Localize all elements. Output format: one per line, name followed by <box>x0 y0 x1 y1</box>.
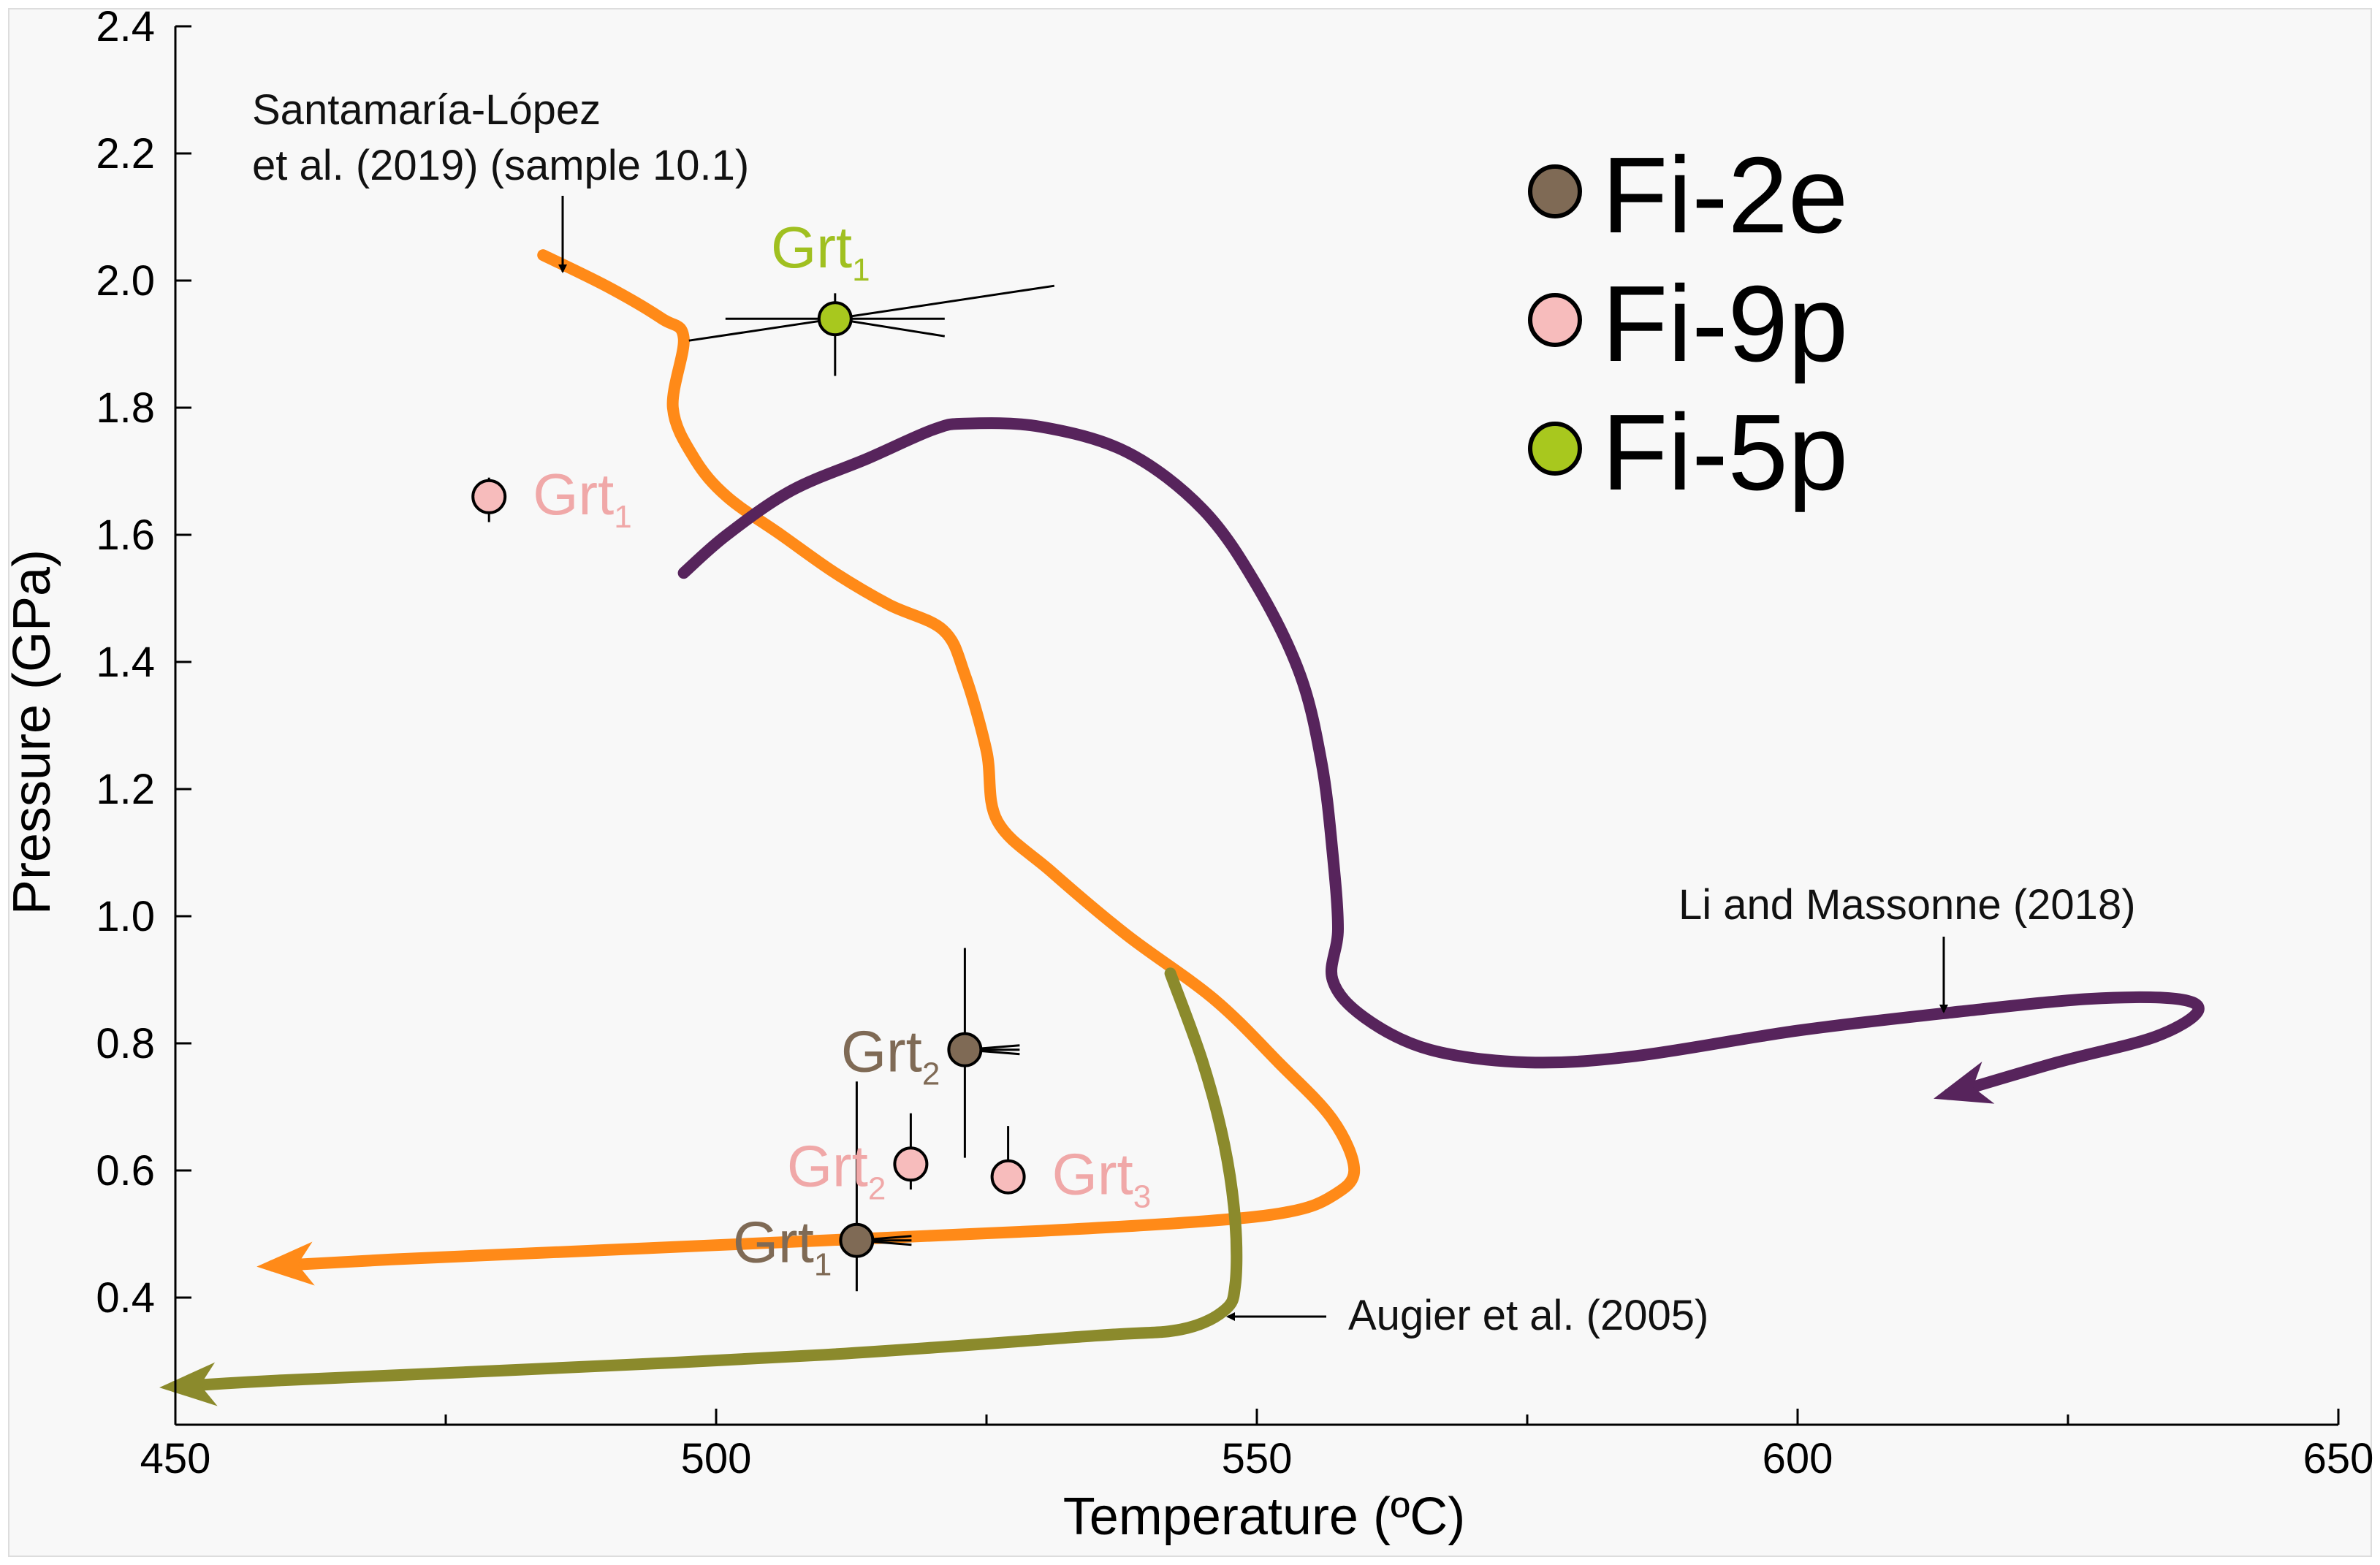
y-tick-label: 2.0 <box>96 257 155 305</box>
legend-marker-fi-9p <box>1528 293 1582 347</box>
arrowhead-augier-et-al-2005 <box>159 1362 218 1406</box>
point-fi-9p-grt3 <box>990 1159 1026 1195</box>
y-tick-label: 0.4 <box>96 1274 155 1322</box>
x-tick-label: 450 <box>140 1435 211 1482</box>
point-fi-5p-grt1 <box>817 301 853 337</box>
y-axis-title: Pressure (GPa) <box>3 549 61 915</box>
axes: 450 500 550 600 650 0.4 0.6 0.8 1.0 1.2 1.4 1.6 1.8… <box>3 3 2373 1546</box>
fi-5p-error-ray <box>834 317 946 338</box>
x-tick-label: 600 <box>1763 1435 1833 1482</box>
y-tick-label: 1.4 <box>96 639 155 686</box>
point-fi-9p-grt1 <box>471 479 507 514</box>
point-fi-2e-grt1 <box>839 1222 875 1258</box>
y-tick-label: 2.4 <box>96 3 155 50</box>
fi-5p-error-ray <box>834 284 1055 320</box>
annotation-santamaria-lopez-line1: Santamaría-López <box>252 86 601 134</box>
y-tick-label: 1.2 <box>96 766 155 813</box>
y-tick-label: 1.6 <box>96 511 155 559</box>
arrowhead-li-and-massonne-2018 <box>1934 1062 1995 1104</box>
path-li-and-massonne-2018 <box>677 417 2205 1100</box>
x-tick-label: 550 <box>1222 1435 1293 1482</box>
path-augier-et-al-2005 <box>170 967 1243 1393</box>
x-tick-label: 650 <box>2303 1435 2374 1482</box>
annotation-li-massonne: Li and Massonne (2018) <box>1678 881 2136 929</box>
legend-label-fi-9p: Fi-9p <box>1602 264 1848 384</box>
legend-marker-fi-2e <box>1528 164 1582 218</box>
y-tick-label: 1.0 <box>96 893 155 940</box>
x-axis-title: Temperature (ºC) <box>1063 1488 1465 1546</box>
y-tick-label: 1.8 <box>96 384 155 432</box>
pt-paths <box>159 249 2205 1406</box>
y-tick-label: 2.2 <box>96 130 155 178</box>
annotation-augier: Augier et al. (2005) <box>1348 1292 1708 1339</box>
legend-label-fi-2e: Fi-2e <box>1602 135 1848 256</box>
arrowhead-santamar-a-l-pez-et-al-2019-sample-10-1 <box>256 1241 315 1286</box>
fi-5p-error-ray <box>688 317 836 342</box>
x-ticks: 450 500 550 600 650 <box>140 1409 2374 1482</box>
point-fi-9p-grt2 <box>893 1146 929 1182</box>
annotations: Santamaría-López et al. (2019) (sample 1… <box>252 86 2136 1339</box>
x-tick-label: 500 <box>681 1435 752 1482</box>
annotation-santamaria-lopez-line2: et al. (2019) (sample 10.1) <box>252 142 749 189</box>
y-ticks: 0.4 0.6 0.8 1.0 1.2 1.4 1.6 1.8 2.0 2.2 2.4 <box>96 3 191 1322</box>
y-tick-label: 0.6 <box>96 1147 155 1195</box>
legend-label-fi-5p: Fi-5p <box>1602 392 1848 513</box>
legend-marker-fi-5p <box>1528 422 1582 476</box>
y-tick-label: 0.8 <box>96 1020 155 1067</box>
point-fi-2e-grt2 <box>947 1032 983 1067</box>
